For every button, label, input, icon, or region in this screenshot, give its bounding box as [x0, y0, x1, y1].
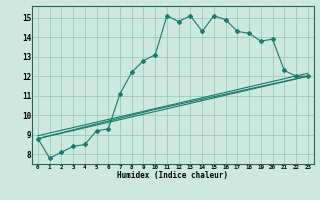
X-axis label: Humidex (Indice chaleur): Humidex (Indice chaleur) [117, 171, 228, 180]
